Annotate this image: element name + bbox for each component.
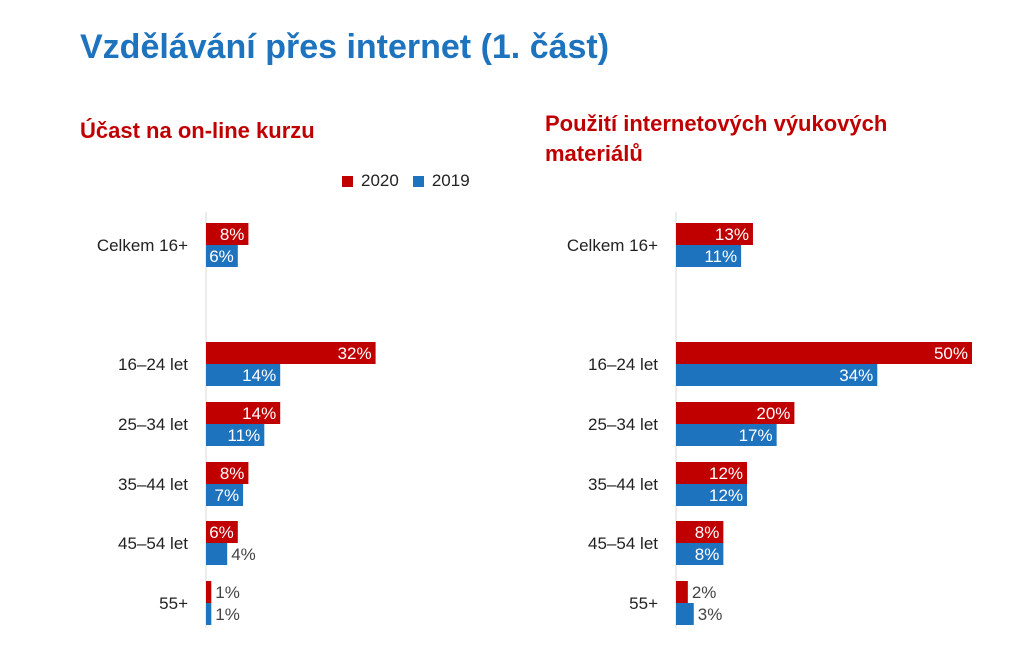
- chart-1-value-label-2020: 12%: [709, 464, 743, 483]
- chart-1-value-label-2019: 8%: [695, 545, 720, 564]
- chart-1-category-label: 45–54 let: [588, 534, 658, 553]
- chart-1-value-label-2020: 20%: [756, 404, 790, 423]
- chart-1-bar-2019: [676, 424, 777, 446]
- chart-1-category-label: 35–44 let: [588, 475, 658, 494]
- chart-0-category-label: 55+: [159, 594, 188, 613]
- chart-0-bar-2019: [206, 245, 238, 267]
- chart-1-bar-2019: [676, 543, 724, 565]
- chart-0-value-label-2019: 4%: [231, 545, 256, 564]
- chart-0-value-label-2019: 6%: [209, 247, 234, 266]
- legend-label-2020: 2020: [361, 171, 399, 190]
- chart-0-bar-2019: [206, 364, 281, 386]
- chart-1-value-label-2019: 12%: [709, 486, 743, 505]
- chart-0-bar-2020: [206, 581, 212, 603]
- chart-1-value-label-2020: 2%: [692, 583, 717, 602]
- chart-title-learning-materials: Použití internetových výukových materiál…: [545, 111, 888, 166]
- chart-0-value-label-2020: 8%: [220, 225, 245, 244]
- chart-1-bar-2020: [676, 462, 748, 484]
- chart-0-bar-2020: [206, 342, 376, 364]
- chart-1-bar-2020: [676, 521, 724, 543]
- chart-1-category-label: Celkem 16+: [567, 236, 658, 255]
- chart-0-value-label-2020: 6%: [209, 523, 234, 542]
- chart-0-bar-2020: [206, 462, 249, 484]
- legend-swatch-2020: [342, 175, 353, 187]
- chart-0-category-label: Celkem 16+: [97, 236, 188, 255]
- chart-1-value-label-2020: 8%: [695, 523, 720, 542]
- chart-0-category-label: 45–54 let: [118, 534, 188, 553]
- chart-1-category-label: 25–34 let: [588, 415, 658, 434]
- chart-legend: 2020 2019: [342, 171, 484, 191]
- legend-item-2019: 2019: [412, 171, 470, 191]
- chart-0-value-label-2019: 14%: [242, 366, 276, 385]
- chart-0-value-label-2020: 32%: [338, 344, 372, 363]
- chart-0-bar-2019: [206, 424, 265, 446]
- chart-1-value-label-2019: 34%: [839, 366, 873, 385]
- chart-1-bar-2020: [676, 402, 795, 424]
- chart-0-bar-2019: [206, 484, 244, 506]
- chart-0-bar-2020: [206, 521, 238, 543]
- chart-0-category-label: 25–34 let: [118, 415, 188, 434]
- chart-1-bar-2019: [676, 484, 748, 506]
- chart-1-category-label: 55+: [629, 594, 658, 613]
- chart-1-bar-2020: [676, 223, 753, 245]
- chart-1-category-label: 16–24 let: [588, 355, 658, 374]
- chart-1-bar-2019: [676, 245, 742, 267]
- chart-0-value-label-2019: 1%: [215, 605, 240, 624]
- legend-swatch-2019: [412, 175, 424, 187]
- chart-0-value-label-2020: 14%: [242, 404, 276, 423]
- chart-0-category-label: 16–24 let: [118, 355, 188, 374]
- legend-label-2019: 2019: [431, 171, 470, 190]
- chart-0-category-label: 35–44 let: [118, 475, 188, 494]
- chart-0-value-label-2020: 8%: [220, 464, 245, 483]
- chart-0-bar-2020: [206, 402, 281, 424]
- chart-1-value-label-2019: 3%: [698, 605, 723, 624]
- chart-title-online-course: Účast na on-line kurzu: [80, 118, 315, 143]
- chart-0-bar-2019: [206, 543, 228, 565]
- chart-1-value-label-2019: 11%: [704, 247, 737, 266]
- chart-1-bar-2020: [676, 581, 688, 603]
- chart-1-bar-2020: [676, 342, 972, 364]
- chart-1-value-label-2019: 17%: [739, 426, 773, 445]
- chart-1-bar-2019: [676, 364, 878, 386]
- chart-0-bar-2020: [206, 223, 249, 245]
- chart-1-value-label-2020: 13%: [715, 225, 749, 244]
- chart-0-value-label-2019: 7%: [215, 486, 240, 505]
- chart-0-bar-2019: [206, 603, 212, 625]
- legend-item-2020: 2020: [342, 171, 399, 191]
- chart-1-bar-2019: [676, 603, 694, 625]
- chart-0-value-label-2019: 11%: [228, 426, 261, 445]
- chart-1-value-label-2020: 50%: [934, 344, 968, 363]
- chart-0-value-label-2020: 1%: [215, 583, 240, 602]
- page-title: Vzdělávání přes internet (1. část): [80, 28, 610, 66]
